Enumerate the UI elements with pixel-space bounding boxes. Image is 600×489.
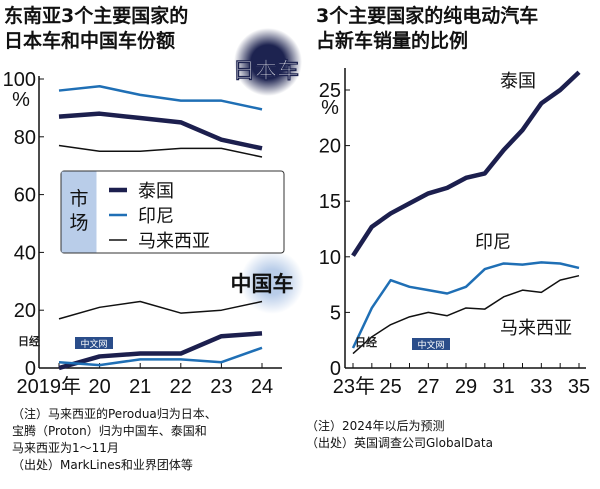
line-china-2	[58, 300, 263, 320]
note-line: （出处）MarkLines和业界团体等	[12, 458, 193, 472]
x-tick-label: 21	[129, 376, 151, 398]
y-tick-label: 100	[3, 69, 36, 91]
left-notes: （注）马来西亚的Perodua归为日本、 宝腾（Proton）归为中国车、泰国和…	[12, 406, 217, 474]
y-unit-label: %	[12, 89, 30, 111]
x-tick-label: 23年	[333, 375, 375, 398]
x-tick-label: 22	[170, 376, 192, 398]
x-tick-label: 27	[417, 376, 439, 398]
y-tick-label: 5	[330, 302, 341, 324]
legend-title-char: 市	[69, 188, 88, 210]
japan-group-label: 日本车	[233, 58, 299, 84]
legend-label: 印尼	[138, 206, 174, 227]
series-label: 马来西亚	[500, 318, 572, 339]
watermark-badge	[75, 337, 113, 349]
y-tick-label: 40	[14, 242, 36, 264]
y-tick-label: 0	[330, 358, 341, 380]
china-group-label: 中国车	[231, 272, 294, 296]
right-notes: （注）2024年以后为预测 （出处）英国调查公司GlobalData	[306, 418, 493, 452]
y-unit-label: %	[321, 97, 339, 119]
x-tick-label: 24	[251, 376, 273, 398]
legend-label: 马来西亚	[138, 231, 210, 252]
watermark-text: 中文网	[417, 339, 444, 351]
title-line: 东南亚3个主要国家的	[4, 5, 189, 27]
right-chart-title: 3个主要国家的纯电动汽车 占新车销量的比例	[316, 4, 538, 54]
japan-badge-bg	[234, 28, 302, 96]
line-china-1	[58, 346, 263, 367]
legend-title-bg	[61, 171, 97, 253]
note-line: 宝腾（Proton）归为中国车、泰国和	[12, 424, 207, 438]
y-tick-label: 25	[319, 80, 341, 102]
series-line-0	[351, 70, 581, 257]
x-tick-label: 35	[568, 376, 590, 398]
left-chart-title: 东南亚3个主要国家的 日本车和中国车份额	[4, 4, 188, 54]
watermark-text: 中文网	[80, 338, 107, 350]
y-tick-label: 15	[319, 191, 341, 213]
watermark-right: 日经 中文网	[355, 335, 450, 351]
watermark-logo: 日经	[355, 335, 377, 349]
note-line: （注）马来西亚的Perodua归为日本、	[12, 407, 217, 421]
legend-title-char: 场	[69, 212, 88, 234]
line-japan-0	[58, 111, 263, 151]
legend-title: 市场	[69, 188, 88, 234]
y-tick-label: 60	[14, 185, 36, 207]
title-line: 占新车销量的比例	[316, 30, 469, 52]
watermark-logo: 日经	[18, 334, 40, 348]
x-tick-label: 33	[530, 376, 552, 398]
note-line: 马来西亚为1～11月	[12, 441, 119, 455]
note-line: （出处）英国调查公司GlobalData	[306, 436, 493, 450]
title-line: 日本车和中国车份额	[4, 30, 176, 52]
x-tick-label: 20	[88, 376, 110, 398]
series-label: 泰国	[500, 71, 536, 92]
note-line: （注）2024年以后为预测	[306, 419, 445, 433]
x-tick-label: 25	[380, 376, 402, 398]
x-tick-label: 23	[210, 376, 232, 398]
x-tick-label: 2019年	[17, 375, 82, 398]
series-label: 印尼	[475, 232, 511, 253]
x-tick-label: 29	[455, 376, 477, 398]
y-tick-label: 20	[319, 136, 341, 158]
line-japan-1	[58, 84, 263, 111]
legend-label: 泰国	[138, 181, 174, 202]
watermark-left: 日经 中文网	[18, 334, 113, 350]
y-tick-label: 10	[319, 247, 341, 269]
y-tick-label: 0	[25, 358, 36, 380]
line-china-0	[58, 331, 263, 371]
y-tick-label: 80	[14, 127, 36, 149]
title-line: 3个主要国家的纯电动汽车	[316, 5, 539, 27]
watermark-badge	[412, 338, 450, 350]
line-japan-2	[58, 144, 263, 158]
x-tick-label: 31	[493, 376, 515, 398]
china-badge-bg	[240, 250, 304, 314]
y-tick-label: 20	[14, 300, 36, 322]
